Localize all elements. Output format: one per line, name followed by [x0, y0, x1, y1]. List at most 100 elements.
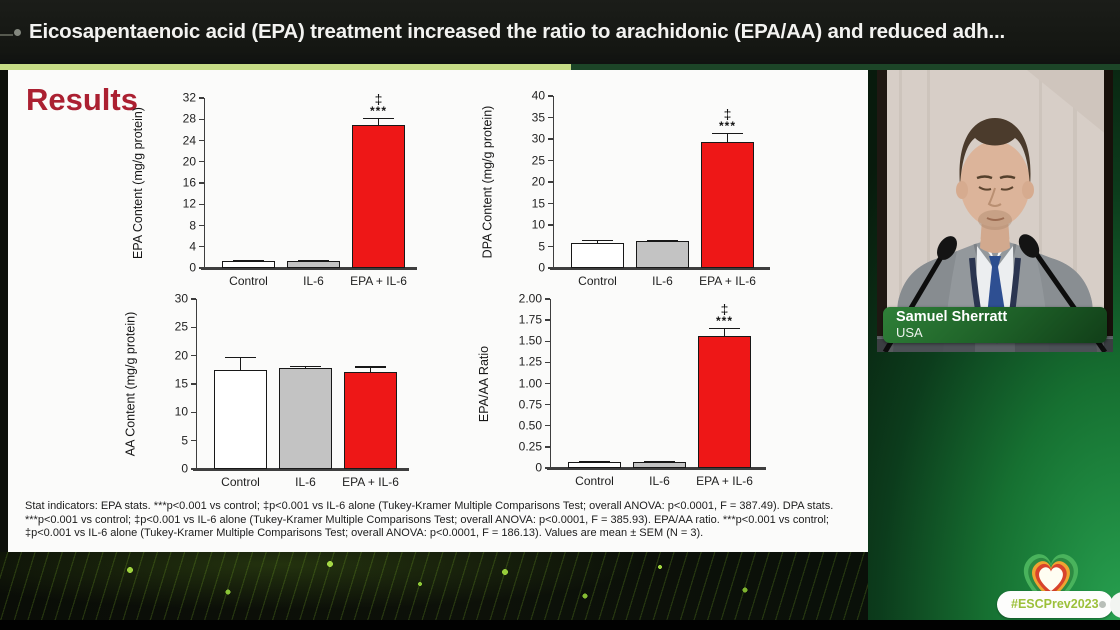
y-tick: [191, 411, 196, 414]
y-tick: [548, 159, 553, 162]
y-tick: [545, 467, 550, 469]
y-tick-label: 20: [531, 174, 545, 189]
speaker-video[interactable]: [877, 70, 1113, 352]
x-category-label: Control: [221, 475, 260, 489]
x-category-label: Control: [578, 274, 617, 288]
chart-epa-content: EPA Content (mg/g protein) 0 4 8 12 16 20 24 28 3…: [131, 91, 417, 288]
y-tick-label: 16: [182, 175, 196, 190]
y-axis-label: EPA Content (mg/g protein): [131, 107, 145, 259]
bar-epa-il-6: [344, 372, 397, 469]
hashtag-badge[interactable]: #ESCPrev2023: [997, 591, 1113, 618]
x-axis: [201, 267, 417, 270]
chart-dpa-content: DPA Content (mg/g protein) 0 5 10 15 20 25 30 35…: [480, 89, 770, 288]
y-tick: [191, 298, 196, 300]
background-particles: [0, 552, 868, 620]
y-tick: [191, 383, 196, 385]
y-tick: [199, 246, 204, 248]
y-tick-label: 8: [189, 218, 196, 233]
y-tick: [199, 139, 204, 142]
y-tick: [199, 118, 204, 120]
video-title-bar: Eicosapentaenoic acid (EPA) treatment in…: [0, 0, 1120, 64]
y-tick-label: 2.00: [518, 291, 542, 306]
error-bar-cap: [712, 132, 743, 135]
y-tick: [191, 439, 196, 442]
bar-epa-il-6: [701, 141, 754, 268]
y-tick: [199, 203, 204, 205]
accent-strip-dark: [571, 64, 1120, 70]
y-tick: [191, 326, 196, 329]
y-tick: [199, 161, 204, 163]
error-bar: [239, 356, 242, 370]
y-tick-label: 10: [174, 405, 188, 420]
dot-separator-icon: [1099, 601, 1106, 608]
edge-button-partial[interactable]: [1110, 592, 1120, 618]
significance-annotation: ‡ ***: [718, 105, 737, 133]
y-tick-label: 35: [531, 110, 545, 125]
y-axis: [553, 96, 555, 268]
bar-control: [222, 261, 275, 268]
y-tick-label: 25: [531, 153, 545, 168]
y-tick-label: 24: [182, 133, 196, 148]
y-tick: [191, 354, 196, 357]
y-tick-label: 0.75: [518, 397, 542, 412]
y-tick-label: 20: [174, 348, 188, 363]
y-tick: [548, 95, 553, 97]
x-category-label: EPA + IL-6: [699, 274, 756, 288]
y-tick-label: 0.25: [518, 439, 542, 454]
bar-epa-il-6: [698, 336, 751, 468]
significance-annotation: ‡ ***: [715, 300, 734, 328]
error-bar-cap: [709, 327, 740, 330]
y-tick-label: 10: [531, 217, 545, 232]
error-bar-cap: [290, 365, 321, 368]
speaker-name: Samuel Sherratt: [896, 309, 1008, 325]
stats-note: Stat indicators: EPA stats. ***p<0.001 v…: [25, 500, 834, 540]
y-tick-label: 40: [531, 88, 545, 103]
y-tick-label: 15: [174, 376, 188, 391]
y-tick: [548, 138, 553, 140]
y-tick-label: 4: [189, 239, 196, 254]
x-category-label: EPA + IL-6: [696, 474, 753, 488]
error-bar: [723, 327, 726, 337]
y-tick: [199, 224, 204, 227]
charts-grid: EPA Content (mg/g protein) 0 4 8 12 16 20 24 28 3…: [8, 70, 868, 552]
error-bar-cap: [363, 117, 394, 120]
y-tick: [545, 403, 550, 406]
y-tick-label: 15: [531, 196, 545, 211]
x-category-label: IL-6: [652, 274, 673, 288]
y-tick-label: 5: [538, 239, 545, 254]
y-tick-label: 1.75: [518, 312, 542, 327]
x-category-label: Control: [575, 474, 614, 488]
y-tick-label: 25: [174, 320, 188, 335]
speaker-nametag: Samuel Sherratt USA: [883, 307, 1107, 343]
y-tick-label: 0.50: [518, 418, 542, 433]
video-title: Eicosapentaenoic acid (EPA) treatment in…: [29, 20, 1005, 43]
y-axis: [550, 299, 552, 468]
slide: Results EPA Content (mg/g protein) 0 4 8 12 1…: [8, 70, 868, 552]
x-category-label: IL-6: [649, 474, 670, 488]
y-tick: [191, 468, 196, 470]
bar-il-6: [633, 462, 686, 468]
x-category-label: EPA + IL-6: [342, 475, 399, 489]
y-tick: [548, 267, 553, 269]
error-bar: [726, 132, 729, 142]
x-axis: [193, 468, 409, 471]
y-axis: [204, 98, 206, 268]
error-bar-cap: [644, 461, 675, 463]
slide-heading: Results: [26, 82, 138, 117]
error-bar-cap: [355, 366, 386, 368]
y-tick-label: 1.25: [518, 355, 542, 370]
y-tick: [548, 116, 553, 119]
y-axis-label: EPA/AA Ratio: [477, 345, 492, 422]
error-bar-cap: [582, 240, 613, 242]
bar-il-6: [287, 260, 340, 268]
accent-strip: [0, 64, 1120, 70]
y-tick: [199, 267, 204, 269]
bar-epa-il-6: [352, 125, 405, 268]
y-tick-label: 32: [182, 90, 196, 105]
x-category-label: Control: [229, 274, 268, 288]
bar-il-6: [636, 241, 689, 268]
y-tick-label: 28: [182, 111, 196, 126]
chart-epa-aa-ratio: EPA/AA Ratio 0 0.25 0.50 0.75 1.00 1.25 1.50 1.7…: [477, 292, 766, 488]
bottom-bar: [0, 620, 1120, 630]
